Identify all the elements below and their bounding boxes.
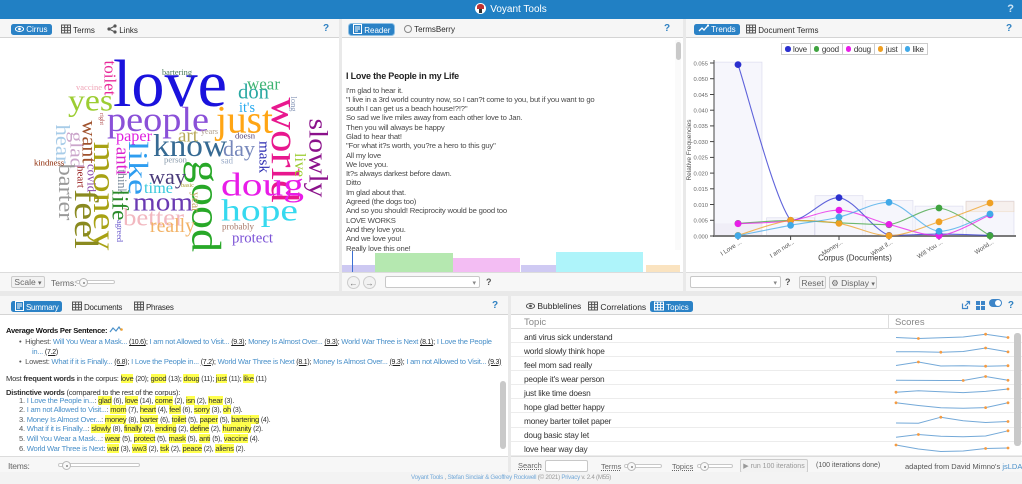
svg-text:I Love ...: I Love ... xyxy=(719,239,743,258)
svg-text:0.005: 0.005 xyxy=(693,219,708,225)
svg-text:I am not...: I am not... xyxy=(769,239,796,260)
svg-text:0.020: 0.020 xyxy=(693,171,708,177)
svg-text:0.010: 0.010 xyxy=(693,203,708,209)
svg-text:0.000: 0.000 xyxy=(693,234,708,240)
svg-text:0.025: 0.025 xyxy=(693,156,708,162)
svg-text:0.035: 0.035 xyxy=(693,124,708,130)
svg-text:0.045: 0.045 xyxy=(693,93,708,99)
svg-text:0.050: 0.050 xyxy=(693,77,708,83)
svg-text:0.040: 0.040 xyxy=(693,109,708,115)
svg-text:Relative Frequencies: Relative Frequencies xyxy=(686,119,693,181)
svg-text:0.015: 0.015 xyxy=(693,187,708,193)
svg-text:World...: World... xyxy=(973,239,995,257)
svg-text:0.055: 0.055 xyxy=(693,61,708,67)
svg-text:0.030: 0.030 xyxy=(693,140,708,146)
svg-text:Corpus (Documents): Corpus (Documents) xyxy=(818,254,892,263)
svg-text:Will You ...: Will You ... xyxy=(916,239,944,261)
